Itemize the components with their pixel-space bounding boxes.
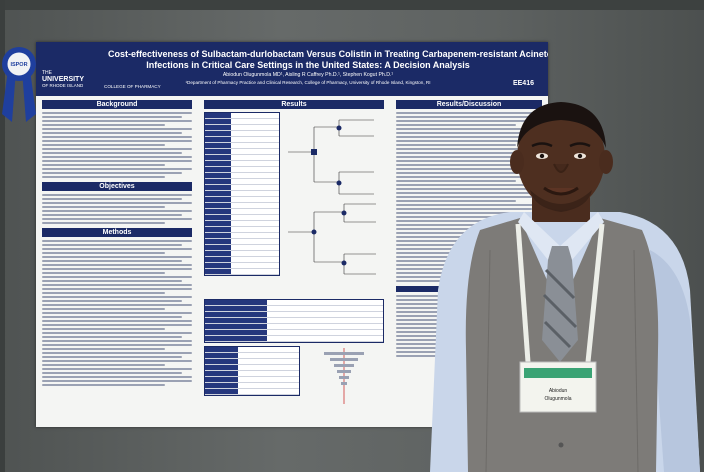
poster-id: EE416: [512, 80, 534, 87]
display-frame-left: [0, 0, 5, 472]
poster-column-left: Background Objectives Methods: [42, 100, 192, 422]
college-name: COLLEGE OF PHARMACY: [104, 84, 161, 89]
presenter-person: Abiodun Olugunmola: [430, 102, 700, 472]
logo-line-1: THE: [42, 70, 52, 76]
section-discussion-heading: Results/Discussion: [396, 100, 542, 109]
poster-title-line-1: Cost-effectiveness of Sulbactam-durlobac…: [108, 49, 548, 59]
section-results-heading: Results: [204, 100, 384, 109]
name-badge: Abiodun Olugunmola: [519, 361, 597, 413]
objectives-text: [42, 194, 192, 224]
results-table-2: [204, 299, 384, 343]
methods-text: [42, 240, 192, 386]
results-table-1: [204, 112, 280, 276]
decision-tree-diagram: [288, 119, 376, 275]
award-ribbon: ISPOR: [2, 47, 36, 122]
logo-line-3: OF RHODE ISLAND: [42, 83, 84, 88]
logo-line-2: UNIVERSITY: [42, 76, 85, 83]
poster-header: Cost-effectiveness of Sulbactam-durlobac…: [36, 42, 548, 96]
poster-authors: Abiodun Olugunmola MD¹, Aisling R Caffre…: [222, 72, 394, 78]
poster-column-middle: Results: [204, 100, 384, 422]
section-objectives-heading: Objectives: [42, 182, 192, 191]
section-methods-heading: Methods: [42, 228, 192, 237]
university-logo: THE UNIVERSITY OF RHODE ISLAND: [42, 70, 102, 92]
ribbon-label: ISPOR: [10, 62, 27, 68]
poster-affiliation: ¹Department of Pharmacy Practice and Cli…: [185, 80, 431, 85]
display-frame-top: [0, 0, 704, 10]
badge-first-name: Abiodun: [549, 388, 568, 394]
tornado-chart-graphic: [324, 348, 364, 404]
background-text: [42, 112, 192, 178]
poster-title-line-2: Infections in Critical Care Settings in …: [146, 60, 470, 70]
section-background-heading: Background: [42, 100, 192, 109]
badge-last-name: Olugunmola: [545, 396, 572, 402]
results-table-3: [204, 346, 300, 396]
